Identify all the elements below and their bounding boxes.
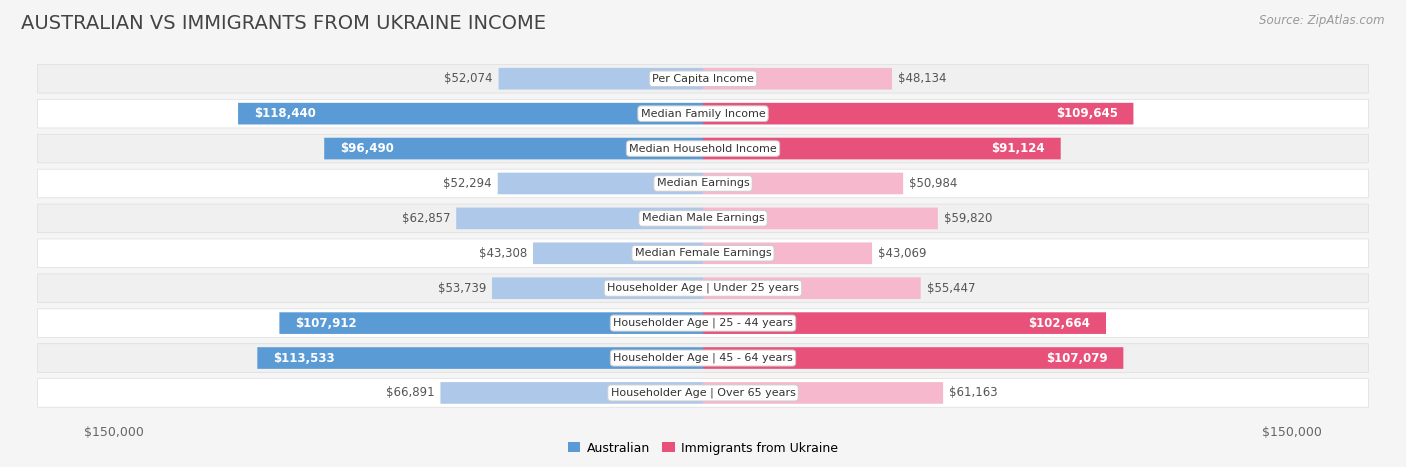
Text: $48,134: $48,134 bbox=[898, 72, 946, 85]
Text: Householder Age | 25 - 44 years: Householder Age | 25 - 44 years bbox=[613, 318, 793, 328]
Text: $61,163: $61,163 bbox=[949, 386, 998, 399]
Text: $118,440: $118,440 bbox=[253, 107, 315, 120]
FancyBboxPatch shape bbox=[440, 382, 703, 404]
Text: Householder Age | Under 25 years: Householder Age | Under 25 years bbox=[607, 283, 799, 293]
FancyBboxPatch shape bbox=[703, 312, 1107, 334]
FancyBboxPatch shape bbox=[703, 242, 872, 264]
Text: $50,984: $50,984 bbox=[910, 177, 957, 190]
FancyBboxPatch shape bbox=[38, 239, 1368, 268]
FancyBboxPatch shape bbox=[38, 274, 1368, 303]
Text: $96,490: $96,490 bbox=[340, 142, 394, 155]
Text: $102,664: $102,664 bbox=[1028, 317, 1090, 330]
Text: $53,739: $53,739 bbox=[437, 282, 486, 295]
FancyBboxPatch shape bbox=[325, 138, 703, 159]
Text: $43,308: $43,308 bbox=[479, 247, 527, 260]
FancyBboxPatch shape bbox=[38, 64, 1368, 93]
FancyBboxPatch shape bbox=[238, 103, 703, 125]
Text: Householder Age | Over 65 years: Householder Age | Over 65 years bbox=[610, 388, 796, 398]
FancyBboxPatch shape bbox=[38, 169, 1368, 198]
Text: Median Male Earnings: Median Male Earnings bbox=[641, 213, 765, 223]
FancyBboxPatch shape bbox=[703, 68, 891, 90]
FancyBboxPatch shape bbox=[703, 347, 1123, 369]
FancyBboxPatch shape bbox=[38, 204, 1368, 233]
FancyBboxPatch shape bbox=[703, 173, 903, 194]
Text: Per Capita Income: Per Capita Income bbox=[652, 74, 754, 84]
Legend: Australian, Immigrants from Ukraine: Australian, Immigrants from Ukraine bbox=[562, 437, 844, 460]
FancyBboxPatch shape bbox=[38, 99, 1368, 128]
Text: Householder Age | 45 - 64 years: Householder Age | 45 - 64 years bbox=[613, 353, 793, 363]
FancyBboxPatch shape bbox=[498, 173, 703, 194]
FancyBboxPatch shape bbox=[499, 68, 703, 90]
FancyBboxPatch shape bbox=[38, 379, 1368, 407]
Text: Source: ZipAtlas.com: Source: ZipAtlas.com bbox=[1260, 14, 1385, 27]
FancyBboxPatch shape bbox=[703, 382, 943, 404]
FancyBboxPatch shape bbox=[280, 312, 703, 334]
Text: $43,069: $43,069 bbox=[877, 247, 927, 260]
FancyBboxPatch shape bbox=[38, 344, 1368, 372]
FancyBboxPatch shape bbox=[257, 347, 703, 369]
FancyBboxPatch shape bbox=[38, 309, 1368, 338]
Text: $66,891: $66,891 bbox=[385, 386, 434, 399]
Text: $59,820: $59,820 bbox=[943, 212, 993, 225]
FancyBboxPatch shape bbox=[703, 277, 921, 299]
FancyBboxPatch shape bbox=[703, 207, 938, 229]
FancyBboxPatch shape bbox=[703, 138, 1060, 159]
Text: AUSTRALIAN VS IMMIGRANTS FROM UKRAINE INCOME: AUSTRALIAN VS IMMIGRANTS FROM UKRAINE IN… bbox=[21, 14, 546, 33]
FancyBboxPatch shape bbox=[457, 207, 703, 229]
Text: $107,079: $107,079 bbox=[1046, 352, 1108, 365]
Text: $113,533: $113,533 bbox=[273, 352, 335, 365]
Text: $52,074: $52,074 bbox=[444, 72, 492, 85]
Text: Median Household Income: Median Household Income bbox=[628, 143, 778, 154]
Text: $55,447: $55,447 bbox=[927, 282, 974, 295]
Text: Median Female Earnings: Median Female Earnings bbox=[634, 248, 772, 258]
Text: $62,857: $62,857 bbox=[402, 212, 450, 225]
Text: $107,912: $107,912 bbox=[295, 317, 357, 330]
FancyBboxPatch shape bbox=[38, 134, 1368, 163]
FancyBboxPatch shape bbox=[533, 242, 703, 264]
Text: Median Family Income: Median Family Income bbox=[641, 109, 765, 119]
Text: $109,645: $109,645 bbox=[1056, 107, 1118, 120]
Text: $52,294: $52,294 bbox=[443, 177, 492, 190]
Text: Median Earnings: Median Earnings bbox=[657, 178, 749, 189]
FancyBboxPatch shape bbox=[492, 277, 703, 299]
FancyBboxPatch shape bbox=[703, 103, 1133, 125]
Text: $91,124: $91,124 bbox=[991, 142, 1045, 155]
